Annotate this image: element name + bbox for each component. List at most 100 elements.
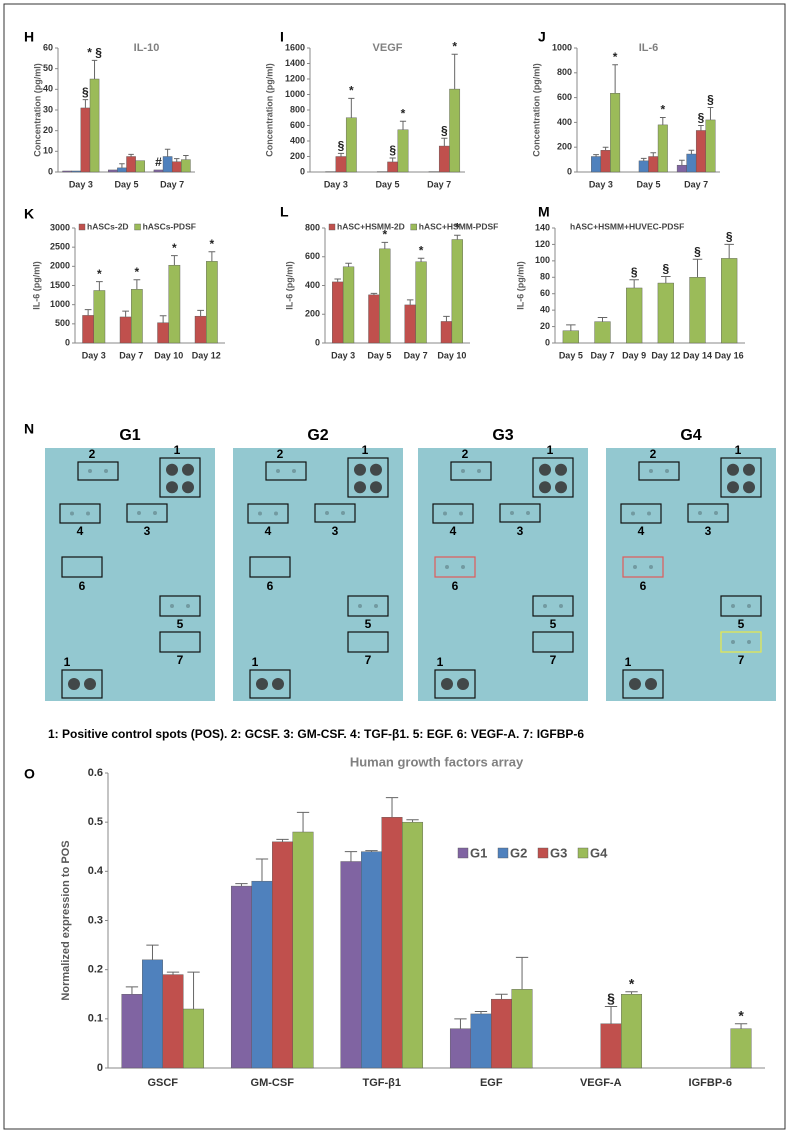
x-tick-label: Day 3 bbox=[82, 350, 106, 360]
bar bbox=[81, 108, 90, 172]
y-tick-label: 100 bbox=[535, 255, 550, 265]
bar bbox=[491, 999, 512, 1068]
spot bbox=[555, 481, 567, 493]
y-tick-label: 0.2 bbox=[88, 964, 103, 976]
spot bbox=[104, 469, 108, 473]
spot-label: 3 bbox=[144, 524, 151, 538]
y-tick-label: 1600 bbox=[285, 42, 305, 52]
y-tick-label: 400 bbox=[557, 117, 572, 127]
significance-mark: § bbox=[389, 143, 396, 157]
bar bbox=[332, 282, 343, 343]
legend-swatch bbox=[578, 848, 588, 858]
spot bbox=[166, 464, 178, 476]
spot bbox=[731, 640, 735, 644]
x-tick-label: Day 7 bbox=[404, 350, 428, 360]
bar bbox=[293, 832, 314, 1068]
significance-mark: * bbox=[738, 1007, 744, 1023]
spot bbox=[510, 511, 514, 515]
panel-label: I bbox=[280, 29, 284, 45]
spot bbox=[445, 565, 449, 569]
panel-label: N bbox=[24, 421, 34, 437]
legend-swatch bbox=[79, 224, 85, 230]
spot bbox=[325, 511, 329, 515]
y-tick-label: 0 bbox=[567, 166, 572, 176]
spot-label: 1 bbox=[735, 443, 742, 457]
spot bbox=[459, 512, 463, 516]
spot bbox=[276, 469, 280, 473]
x-tick-label: Day 7 bbox=[684, 179, 708, 189]
chart-title: VEGF bbox=[373, 42, 403, 54]
bar bbox=[142, 960, 163, 1068]
spot bbox=[539, 464, 551, 476]
bar bbox=[83, 315, 94, 343]
spot bbox=[539, 481, 551, 493]
spot bbox=[374, 604, 378, 608]
bar bbox=[136, 161, 145, 172]
y-tick-label: 2000 bbox=[50, 261, 70, 271]
panel-label: M bbox=[538, 204, 550, 220]
x-tick-label: IGFBP-6 bbox=[689, 1077, 732, 1089]
y-tick-label: 500 bbox=[55, 318, 70, 328]
bar bbox=[398, 130, 408, 172]
bar bbox=[626, 288, 642, 343]
significance-mark: * bbox=[401, 106, 406, 120]
bar bbox=[361, 852, 382, 1068]
legend-swatch bbox=[329, 224, 335, 230]
y-tick-label: 2500 bbox=[50, 242, 70, 252]
spot-label: 2 bbox=[650, 447, 657, 461]
bar bbox=[154, 170, 163, 172]
significance-mark: # bbox=[155, 155, 162, 169]
legend-label: G3 bbox=[550, 845, 567, 860]
significance-mark: § bbox=[707, 93, 714, 107]
y-tick-label: 40 bbox=[540, 305, 550, 315]
y-tick-label: 0 bbox=[97, 1062, 103, 1074]
x-tick-label: GM-CSF bbox=[251, 1077, 295, 1089]
y-axis-label: IL-6 (pg/ml) bbox=[515, 261, 525, 310]
x-tick-label: Day 5 bbox=[114, 179, 138, 189]
significance-mark: * bbox=[419, 243, 424, 257]
spot-label: 7 bbox=[550, 653, 557, 667]
spot bbox=[441, 678, 453, 690]
chart-title: IL-10 bbox=[134, 42, 160, 54]
bar bbox=[450, 1029, 471, 1068]
spot-label: 1 bbox=[252, 655, 259, 669]
legend-swatch bbox=[458, 848, 468, 858]
spot bbox=[457, 678, 469, 690]
bar bbox=[439, 146, 449, 172]
significance-mark: * bbox=[135, 265, 140, 279]
y-tick-label: 400 bbox=[290, 135, 305, 145]
y-axis-label: Concentration (pg/ml) bbox=[32, 63, 42, 157]
bar bbox=[120, 317, 131, 343]
blot-title: G1 bbox=[119, 427, 140, 444]
y-tick-label: 0.5 bbox=[88, 816, 103, 828]
y-tick-label: 10 bbox=[43, 146, 53, 156]
y-tick-label: 1200 bbox=[285, 73, 305, 83]
bar bbox=[341, 862, 362, 1069]
spot bbox=[645, 678, 657, 690]
spot bbox=[477, 469, 481, 473]
spot bbox=[631, 512, 635, 516]
y-tick-label: 1000 bbox=[50, 299, 70, 309]
bar bbox=[158, 323, 169, 343]
y-tick-label: 800 bbox=[305, 222, 320, 232]
x-tick-label: Day 5 bbox=[559, 350, 583, 360]
spot bbox=[186, 604, 190, 608]
y-tick-label: 0 bbox=[48, 166, 53, 176]
panel-label: H bbox=[24, 29, 34, 45]
panel-label: J bbox=[538, 29, 546, 45]
legend-swatch bbox=[498, 848, 508, 858]
bar bbox=[388, 162, 398, 172]
y-axis-label: IL-6 (pg/ml) bbox=[284, 261, 294, 310]
y-tick-label: 120 bbox=[535, 239, 550, 249]
bar bbox=[563, 331, 579, 343]
y-tick-label: 600 bbox=[557, 92, 572, 102]
spot-label: 2 bbox=[462, 447, 469, 461]
spot-label: 7 bbox=[738, 653, 745, 667]
spot bbox=[629, 678, 641, 690]
bar bbox=[658, 125, 668, 172]
x-tick-label: EGF bbox=[480, 1077, 503, 1089]
y-axis-label: Concentration (pg/ml) bbox=[531, 63, 541, 157]
spot bbox=[256, 678, 268, 690]
spot-label: 5 bbox=[365, 617, 372, 631]
